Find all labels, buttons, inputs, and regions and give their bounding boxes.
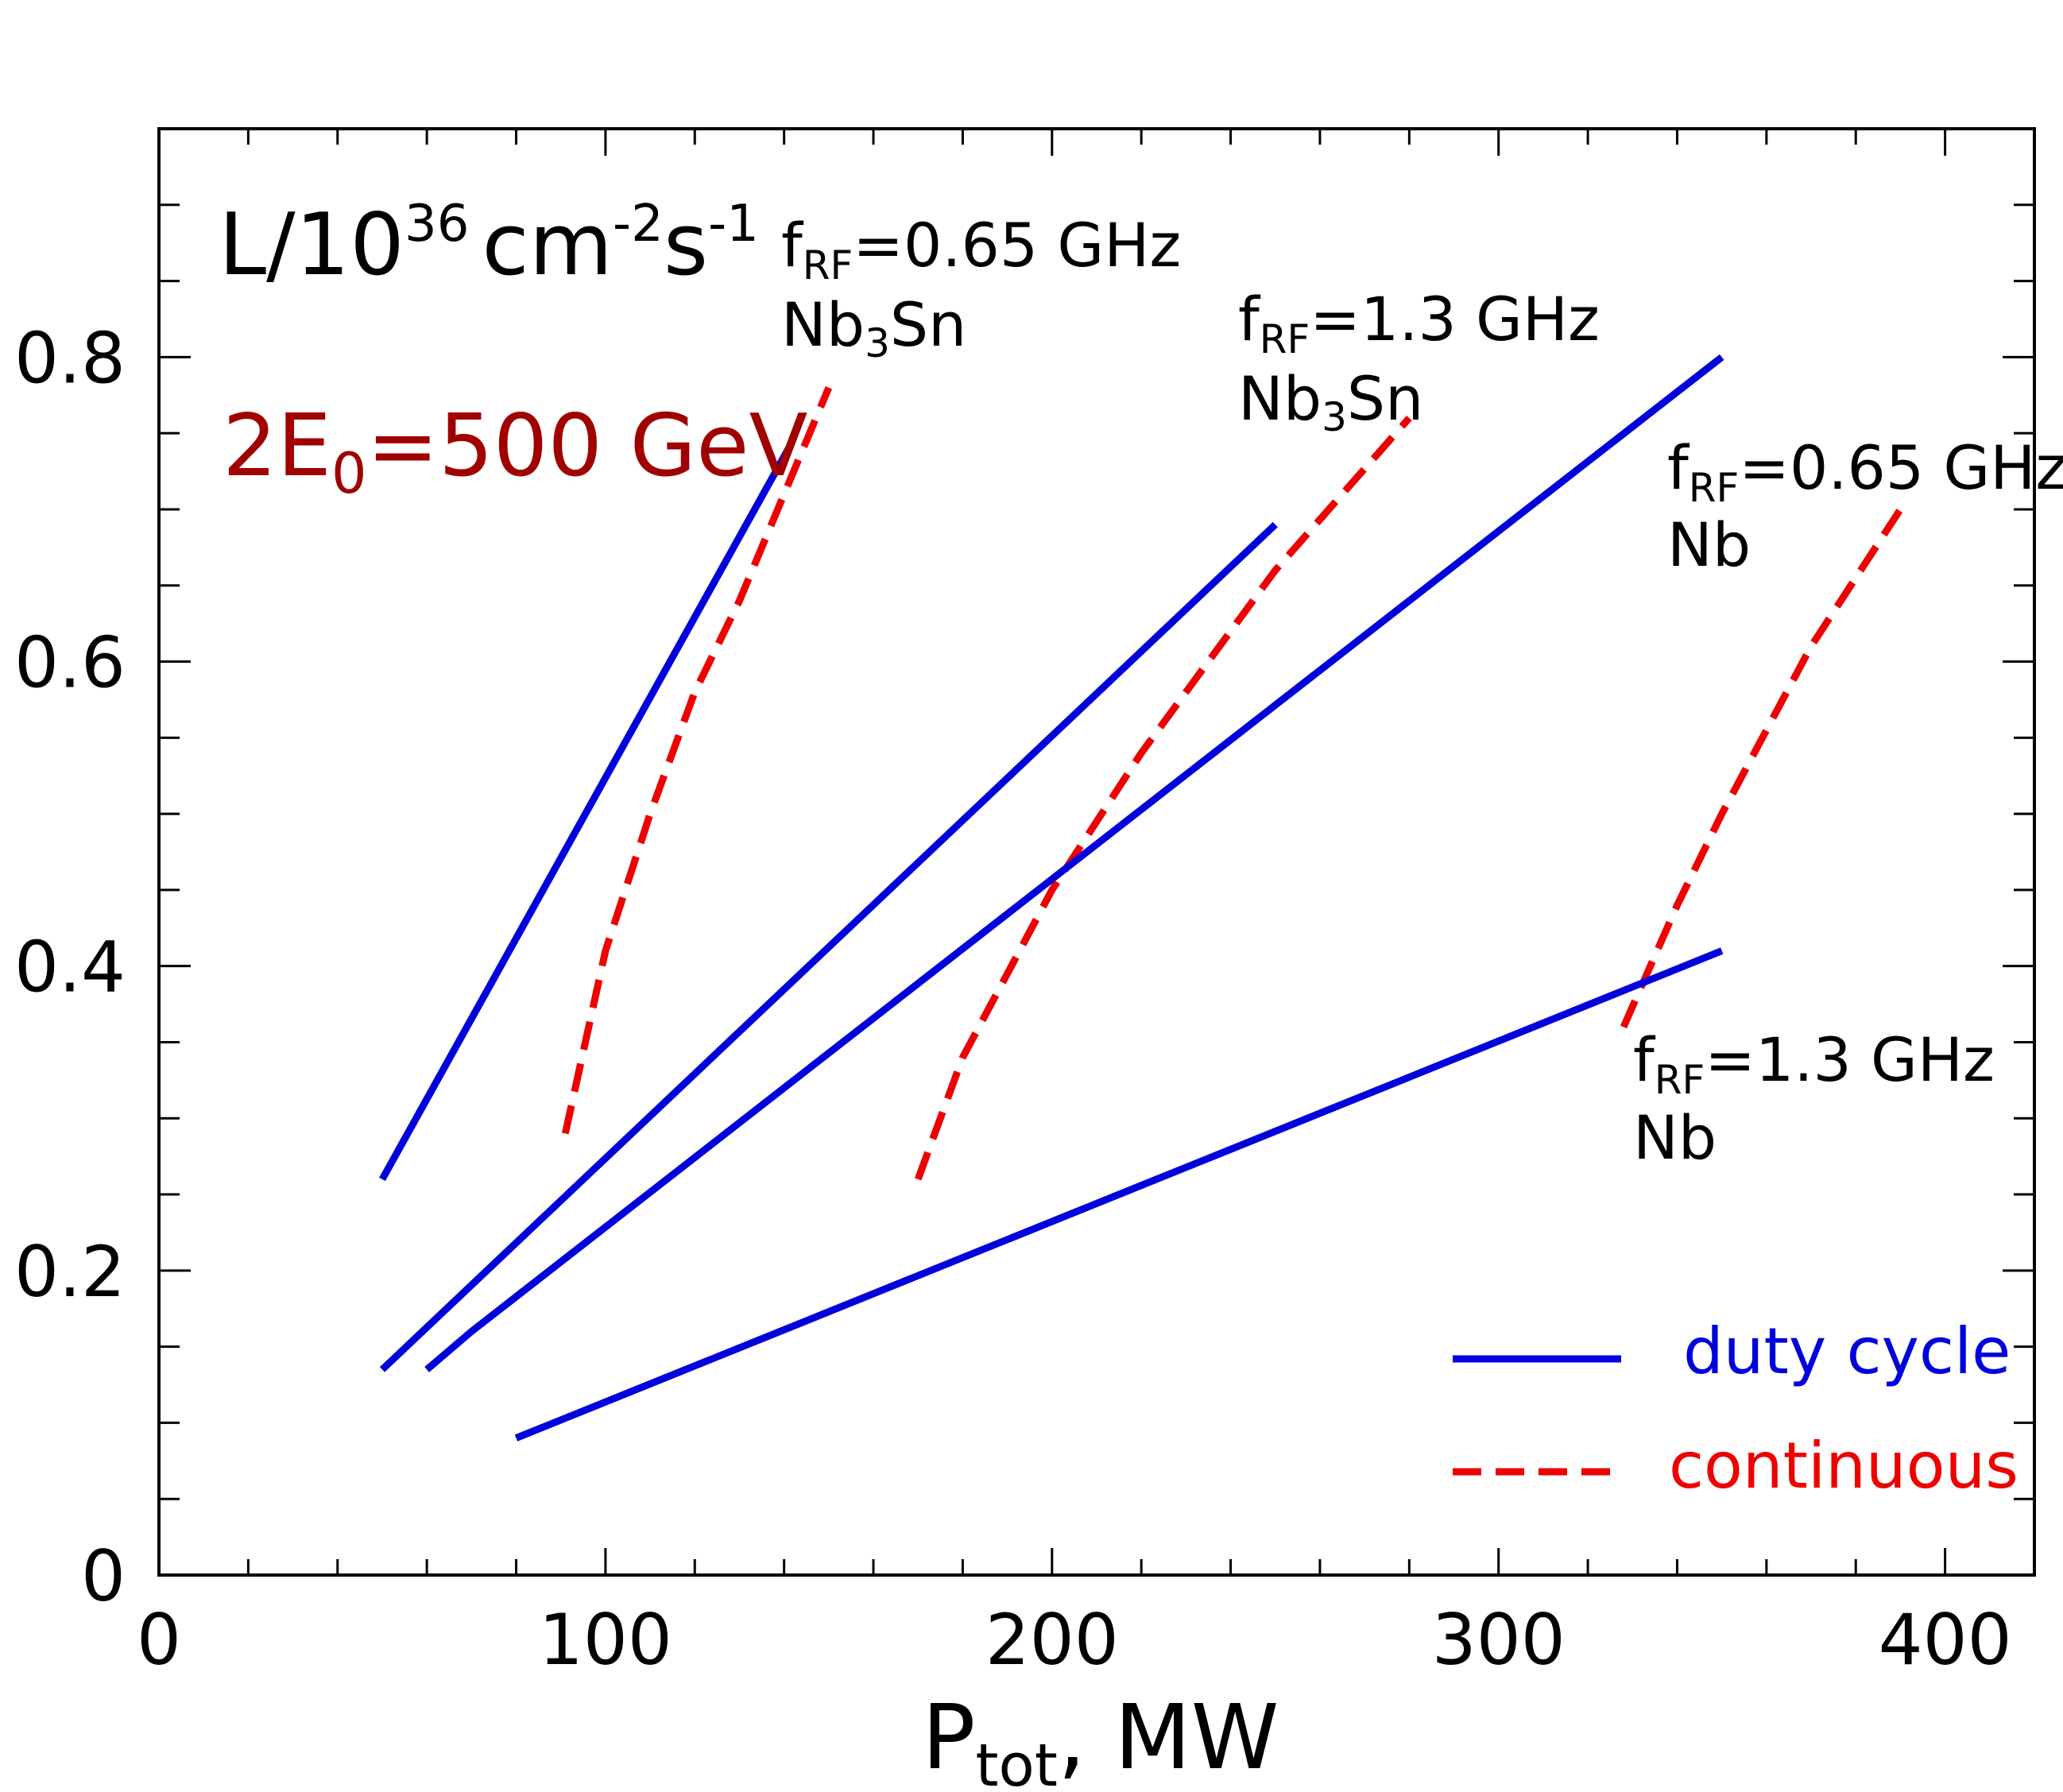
series-line-duty-cycle-4: [424, 354, 1724, 1372]
y-tick-label: 0.2: [14, 1231, 126, 1313]
legend: duty cycle continuous: [1453, 1314, 2018, 1503]
anno-sub: RF: [1655, 1057, 1705, 1103]
annotation-065-nb-freq: fRF=0.65 GHz: [1667, 432, 2063, 511]
x-axis-label: Ptot, MW: [922, 1686, 1279, 1792]
y-axis-label: L/1036 cm-2s-1: [219, 195, 759, 295]
anno-sub: RF: [1260, 316, 1310, 362]
anno-post: =0.65 GHz: [853, 210, 1181, 281]
annotation-13-nb-material: Nb: [1633, 1102, 1717, 1173]
anno-post: =1.3 GHz: [1705, 1024, 1995, 1095]
y-label-exp2: -2: [613, 195, 664, 254]
annotation-065-nb3sn-material: Nb3Sn: [781, 289, 966, 366]
annotation-065-nb-material: Nb: [1667, 509, 1751, 580]
series-layer: [379, 354, 1904, 1442]
annotation-13-nb-freq: fRF=1.3 GHz: [1633, 1024, 1995, 1103]
energy-sub: 0: [331, 441, 367, 506]
anno-mat-post: Sn: [1347, 363, 1423, 434]
ticks: [159, 129, 2034, 1575]
x-tick-label: 0: [137, 1599, 181, 1681]
annotation-13-nb3sn-material: Nb3Sn: [1238, 363, 1423, 440]
anno-sub: RF: [1689, 465, 1740, 511]
y-label-exp1: 36: [404, 195, 469, 254]
legend-duty-cycle-label: duty cycle: [1683, 1314, 2011, 1388]
anno-mat-pre: Nb: [1238, 363, 1322, 434]
series-line-duty-cycle-6: [514, 947, 1724, 1442]
series-line-duty-cycle-0: [379, 447, 792, 1182]
x-label-sub: tot: [976, 1732, 1058, 1792]
y-label-unit2: s: [664, 195, 708, 295]
anno-f: f: [781, 210, 804, 281]
anno-mat-sub: 3: [1322, 394, 1347, 440]
y-tick-label: 0.6: [14, 622, 126, 704]
energy-label: 2E0=500 GeV: [223, 397, 807, 506]
series-line-continuous-1: [561, 385, 833, 1135]
x-tick-label: 200: [985, 1599, 1119, 1681]
x-tick-label: 300: [1432, 1599, 1566, 1681]
anno-sub: RF: [803, 242, 853, 288]
anno-mat-post: Sn: [890, 289, 966, 360]
anno-post: =1.3 GHz: [1310, 284, 1600, 354]
anno-post: =0.65 GHz: [1739, 432, 2063, 503]
series-line-continuous-5: [1620, 507, 1904, 1029]
y-tick-label: 0.4: [14, 927, 126, 1008]
annotation-065-nb3sn-freq: fRF=0.65 GHz: [781, 210, 1181, 288]
anno-f: f: [1238, 284, 1261, 354]
annotation-13-nb3sn-freq: fRF=1.3 GHz: [1238, 284, 1600, 362]
anno-mat-sub: 3: [865, 320, 890, 366]
anno-f: f: [1667, 432, 1690, 503]
y-label-unit: cm: [482, 195, 613, 295]
anno-mat-pre: Nb: [781, 289, 865, 360]
legend-continuous-label: continuous: [1669, 1429, 2018, 1503]
plot-frame: [157, 127, 2036, 1577]
x-label-rest: , MW: [1058, 1686, 1279, 1790]
y-label-exp3: -1: [708, 195, 759, 254]
x-label-base: P: [922, 1686, 976, 1790]
series-line-continuous-3: [914, 416, 1412, 1181]
x-tick-label: 100: [539, 1599, 672, 1681]
energy-post: =500 GeV: [367, 397, 808, 496]
tick-labels: 0 100 200 300 400 0 0.2 0.4 0.6 0.8: [14, 317, 2012, 1681]
series-line-duty-cycle-2: [379, 521, 1278, 1372]
y-tick-label: 0.8: [14, 317, 126, 399]
y-label-base: L/10: [219, 195, 404, 295]
x-tick-label: 400: [1879, 1599, 2012, 1681]
y-tick-label: 0: [81, 1535, 126, 1617]
energy-pre: 2E: [223, 397, 331, 496]
anno-f: f: [1633, 1024, 1656, 1095]
